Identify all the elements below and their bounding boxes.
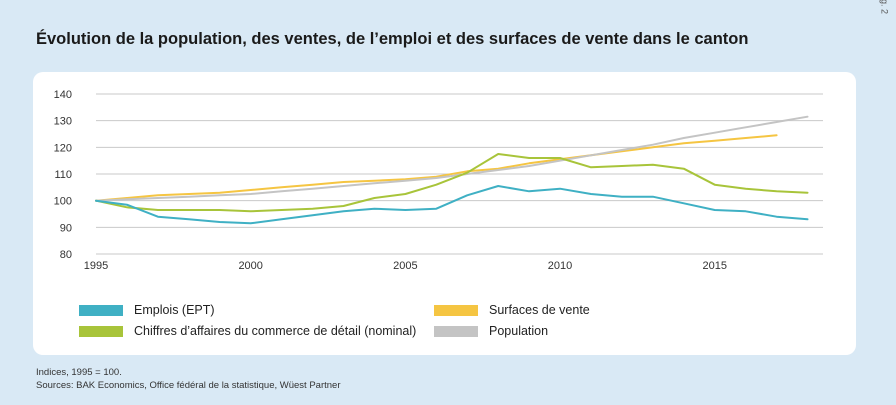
x-tick-label-1995: 1995 bbox=[84, 260, 108, 272]
series-line-surfaces bbox=[95, 134, 778, 202]
y-tick-label-100: 100 bbox=[54, 196, 72, 208]
y-tick-label-140: 140 bbox=[54, 89, 72, 101]
legend-swatch-chiffres bbox=[79, 325, 123, 337]
legend-label-population: Population bbox=[489, 324, 549, 338]
legend-item-chiffres: Chiffres d’affaires du commerce de détai… bbox=[79, 324, 416, 338]
chart-panel: 80 90 100 110 120 130 140 1995 2000 2005 2010 2015 … bbox=[33, 72, 856, 355]
figure-tag: Fig. 2 bbox=[880, 0, 890, 14]
series-line-chiffres bbox=[95, 153, 809, 213]
legend-label-surfaces: Surfaces de vente bbox=[489, 303, 590, 317]
legend-swatch-population bbox=[434, 325, 478, 337]
legend-swatch-emplois bbox=[79, 304, 123, 316]
x-tick-label-2005: 2005 bbox=[393, 260, 417, 272]
note-sources: Sources: BAK Economics, Office fédéral d… bbox=[36, 380, 341, 391]
line-chart: 80 90 100 110 120 130 140 1995 2000 2005 2010 2015 bbox=[54, 89, 823, 272]
series-line-population bbox=[95, 115, 809, 202]
legend-item-emplois: Emplois (EPT) bbox=[79, 303, 215, 317]
x-tick-label-2010: 2010 bbox=[548, 260, 572, 272]
y-tick-label-120: 120 bbox=[54, 142, 72, 154]
legend-swatch-surfaces bbox=[434, 304, 478, 316]
x-tick-label-2000: 2000 bbox=[238, 260, 262, 272]
legend-item-surfaces: Surfaces de vente bbox=[434, 303, 590, 317]
y-tick-label-80: 80 bbox=[60, 249, 72, 261]
note-indices: Indices, 1995 = 100. bbox=[36, 367, 122, 378]
y-tick-label-130: 130 bbox=[54, 116, 72, 128]
legend-label-emplois: Emplois (EPT) bbox=[134, 303, 215, 317]
legend-label-chiffres: Chiffres d’affaires du commerce de détai… bbox=[134, 324, 417, 338]
y-tick-label-90: 90 bbox=[60, 222, 72, 234]
legend-item-population: Population bbox=[434, 324, 548, 338]
x-tick-label-2015: 2015 bbox=[702, 260, 726, 272]
series-line-emplois bbox=[95, 185, 809, 225]
y-tick-label-110: 110 bbox=[54, 169, 72, 181]
chart-title: Évolution de la population, des ventes, … bbox=[36, 30, 749, 48]
